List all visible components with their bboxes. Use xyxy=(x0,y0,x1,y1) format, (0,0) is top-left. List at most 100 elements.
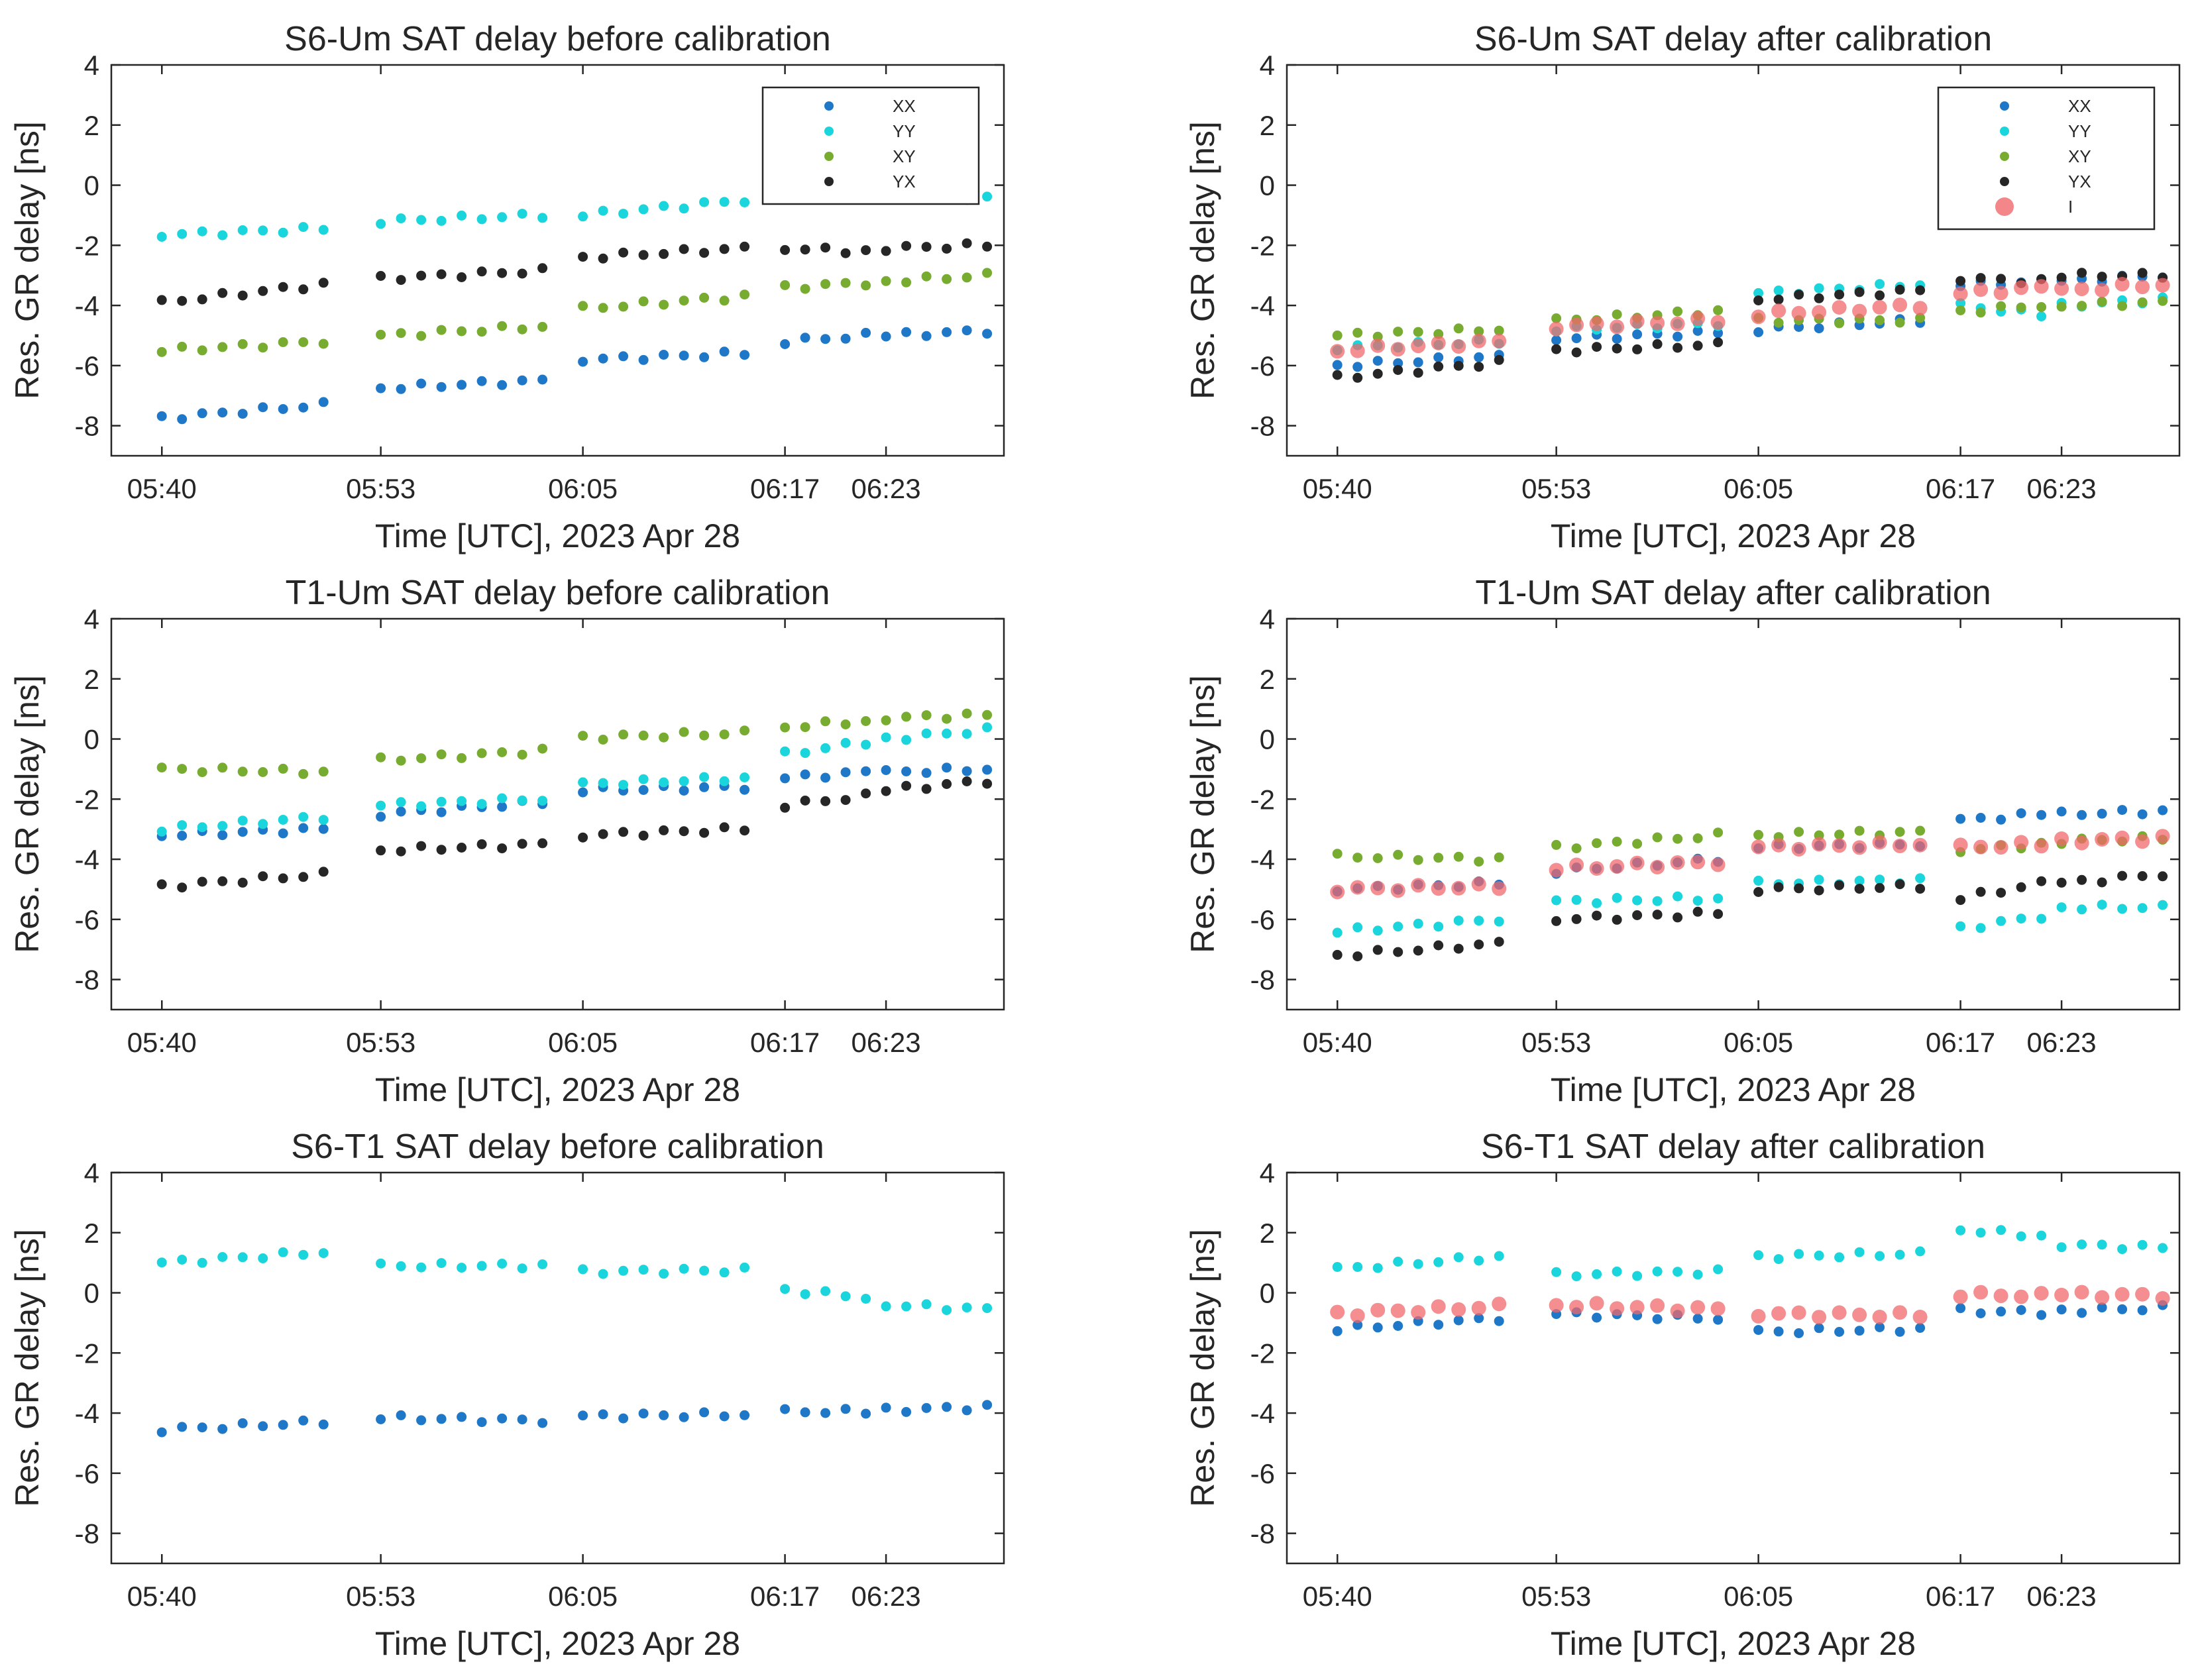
data-point-xx xyxy=(1834,1327,1845,1337)
data-point-xy xyxy=(962,272,972,283)
data-point-xx xyxy=(1332,1326,1343,1336)
data-point-xy xyxy=(942,274,952,284)
data-point-xy xyxy=(740,725,750,736)
data-point-xy xyxy=(318,766,329,777)
data-point-xx xyxy=(1814,323,1824,334)
data-point-yy xyxy=(840,1291,851,1302)
y-tick-label: -6 xyxy=(75,350,99,382)
data-point-xx xyxy=(1413,357,1423,368)
y-tick-label: -4 xyxy=(1250,844,1275,875)
data-point-xy xyxy=(1713,827,1724,838)
x-tick-label: 05:40 xyxy=(1303,1027,1372,1058)
data-point-i xyxy=(1569,1300,1584,1315)
data-point-i xyxy=(1350,343,1365,358)
y-tick-label: -2 xyxy=(1250,1338,1275,1369)
y-tick-label: -8 xyxy=(75,965,99,996)
data-point-xy xyxy=(1692,833,1703,843)
data-point-yy xyxy=(278,815,288,825)
data-point-yy xyxy=(1453,1252,1464,1263)
data-point-xx xyxy=(962,766,972,776)
data-point-yy xyxy=(2077,1239,2087,1249)
data-point-yx xyxy=(1673,342,1683,353)
data-point-yy xyxy=(2137,1239,2148,1250)
data-point-yy xyxy=(457,210,467,221)
data-point-yx xyxy=(679,826,689,837)
data-point-yy xyxy=(1814,1250,1824,1261)
data-point-yy xyxy=(578,1264,588,1275)
data-point-yx xyxy=(1413,945,1423,956)
data-point-xy xyxy=(1372,853,1383,863)
data-point-xx xyxy=(881,765,891,775)
data-point-xy xyxy=(740,289,750,300)
data-point-xx xyxy=(699,352,710,362)
data-point-xy xyxy=(298,337,309,347)
data-point-yx xyxy=(921,784,932,794)
data-point-xx xyxy=(699,782,710,792)
data-point-i xyxy=(1411,878,1426,893)
data-point-yy xyxy=(740,772,750,782)
data-point-yx xyxy=(436,845,447,855)
data-point-yx xyxy=(2056,272,2067,283)
legend-label: YY xyxy=(893,121,916,141)
x-tick-label: 05:53 xyxy=(1521,1581,1591,1612)
data-point-yy xyxy=(1794,1249,1804,1259)
data-point-yx xyxy=(618,247,629,258)
data-point-xy xyxy=(197,767,207,778)
y-tick-label: 2 xyxy=(1260,110,1275,141)
data-point-xx xyxy=(659,1410,669,1420)
legend-marker xyxy=(2000,177,2009,186)
data-point-yx xyxy=(258,871,268,882)
data-point-i xyxy=(1471,876,1486,892)
x-tick-label: 05:53 xyxy=(346,1027,415,1058)
data-point-xy xyxy=(962,708,972,719)
y-tick-label: 2 xyxy=(84,664,99,695)
data-point-xx xyxy=(1652,1314,1663,1324)
data-point-i xyxy=(2155,1291,2170,1306)
data-point-yy xyxy=(982,722,993,733)
data-point-i xyxy=(2014,1289,2029,1304)
data-point-xx xyxy=(1474,352,1484,362)
data-point-yx xyxy=(921,242,932,252)
data-point-xx xyxy=(1955,814,1966,824)
data-point-yx xyxy=(497,268,508,278)
data-point-xx xyxy=(1975,813,1986,823)
data-point-xy xyxy=(2137,297,2148,307)
data-point-i xyxy=(1812,1310,1827,1325)
data-point-xx xyxy=(1794,1328,1804,1338)
data-point-yx xyxy=(800,796,810,806)
data-point-xy xyxy=(156,346,167,357)
data-point-xy xyxy=(699,292,710,303)
legend-entry-yx: YX xyxy=(2000,172,2091,191)
data-point-i xyxy=(1569,317,1584,333)
data-point-yy xyxy=(537,796,548,806)
data-point-yx xyxy=(2137,871,2148,881)
data-point-yy xyxy=(942,728,952,739)
data-point-yy xyxy=(1875,1251,1885,1261)
x-tick-label: 06:17 xyxy=(750,1027,820,1058)
data-point-xx xyxy=(719,346,730,357)
data-point-xy xyxy=(921,271,932,282)
data-point-yy xyxy=(1915,1246,1926,1257)
data-point-yx xyxy=(376,271,386,281)
data-point-yx xyxy=(537,263,548,274)
data-point-xx xyxy=(2158,805,2168,815)
data-point-yy xyxy=(237,1252,248,1263)
data-point-yy xyxy=(719,1267,730,1278)
data-point-yy xyxy=(416,1262,427,1273)
data-point-yx xyxy=(2077,874,2087,885)
data-point-xx xyxy=(2097,808,2107,819)
data-point-xy xyxy=(719,295,730,306)
data-point-yy xyxy=(1372,925,1383,936)
data-point-i xyxy=(1832,1305,1847,1320)
data-point-xy xyxy=(1332,330,1343,341)
data-point-xx xyxy=(1612,334,1622,344)
data-point-yy xyxy=(396,213,406,224)
data-point-xx xyxy=(1955,1303,1966,1314)
x-tick-label: 06:05 xyxy=(548,473,618,504)
data-point-xx xyxy=(679,1412,689,1422)
legend-label: I xyxy=(2068,197,2073,217)
data-point-xy xyxy=(840,719,851,729)
data-point-xy xyxy=(659,299,669,310)
data-point-yy xyxy=(1571,894,1582,905)
data-point-i xyxy=(2034,1286,2049,1301)
